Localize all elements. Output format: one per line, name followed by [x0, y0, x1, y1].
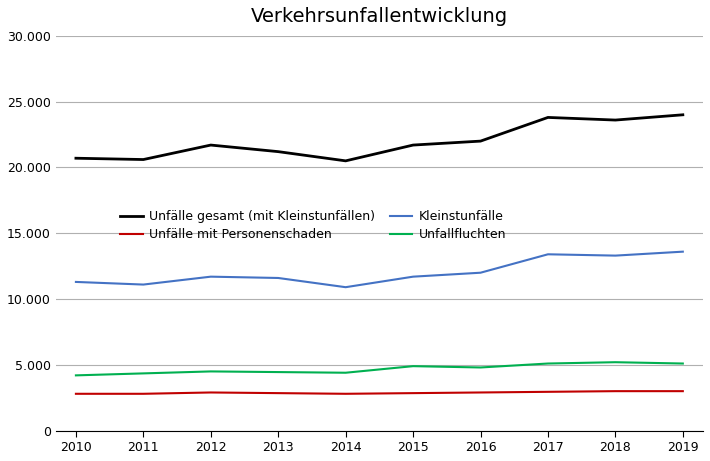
Unfallfluchten	[544, 361, 552, 366]
Kleinstunfälle	[611, 253, 620, 258]
Unfälle gesamt (mit Kleinstunfällen)	[409, 142, 417, 148]
Kleinstunfälle	[679, 249, 687, 254]
Unfälle gesamt (mit Kleinstunfällen)	[207, 142, 215, 148]
Unfälle mit Personenschaden	[139, 391, 148, 396]
Line: Unfallfluchten: Unfallfluchten	[76, 362, 683, 375]
Unfälle mit Personenschaden	[409, 390, 417, 396]
Line: Kleinstunfälle: Kleinstunfälle	[76, 252, 683, 287]
Kleinstunfälle	[342, 284, 350, 290]
Unfallfluchten	[611, 360, 620, 365]
Kleinstunfälle	[72, 279, 80, 285]
Line: Unfälle gesamt (mit Kleinstunfällen): Unfälle gesamt (mit Kleinstunfällen)	[76, 115, 683, 161]
Kleinstunfälle	[409, 274, 417, 279]
Kleinstunfälle	[207, 274, 215, 279]
Unfälle mit Personenschaden	[342, 391, 350, 396]
Unfallfluchten	[139, 371, 148, 376]
Unfälle gesamt (mit Kleinstunfällen)	[72, 155, 80, 161]
Unfälle gesamt (mit Kleinstunfällen)	[679, 112, 687, 118]
Unfallfluchten	[409, 363, 417, 369]
Unfälle gesamt (mit Kleinstunfällen)	[139, 157, 148, 162]
Unfälle mit Personenschaden	[72, 391, 80, 396]
Kleinstunfälle	[139, 282, 148, 287]
Unfälle gesamt (mit Kleinstunfällen)	[342, 158, 350, 164]
Unfälle mit Personenschaden	[476, 390, 485, 395]
Kleinstunfälle	[274, 275, 283, 281]
Legend: Unfälle gesamt (mit Kleinstunfällen), Unfälle mit Personenschaden, Kleinstunfäll: Unfälle gesamt (mit Kleinstunfällen), Un…	[120, 210, 506, 241]
Unfallfluchten	[274, 369, 283, 375]
Title: Verkehrsunfallentwicklung: Verkehrsunfallentwicklung	[251, 7, 508, 26]
Unfälle mit Personenschaden	[274, 390, 283, 396]
Unfälle mit Personenschaden	[611, 388, 620, 394]
Line: Unfälle mit Personenschaden: Unfälle mit Personenschaden	[76, 391, 683, 394]
Unfälle gesamt (mit Kleinstunfällen)	[611, 117, 620, 123]
Unfälle mit Personenschaden	[207, 390, 215, 395]
Unfallfluchten	[342, 370, 350, 376]
Kleinstunfälle	[476, 270, 485, 276]
Unfallfluchten	[476, 365, 485, 370]
Unfälle gesamt (mit Kleinstunfällen)	[274, 149, 283, 154]
Unfälle gesamt (mit Kleinstunfällen)	[476, 138, 485, 144]
Unfallfluchten	[72, 372, 80, 378]
Unfallfluchten	[679, 361, 687, 366]
Unfälle mit Personenschaden	[679, 388, 687, 394]
Unfallfluchten	[207, 369, 215, 374]
Unfälle mit Personenschaden	[544, 389, 552, 395]
Kleinstunfälle	[544, 252, 552, 257]
Unfälle gesamt (mit Kleinstunfällen)	[544, 115, 552, 120]
